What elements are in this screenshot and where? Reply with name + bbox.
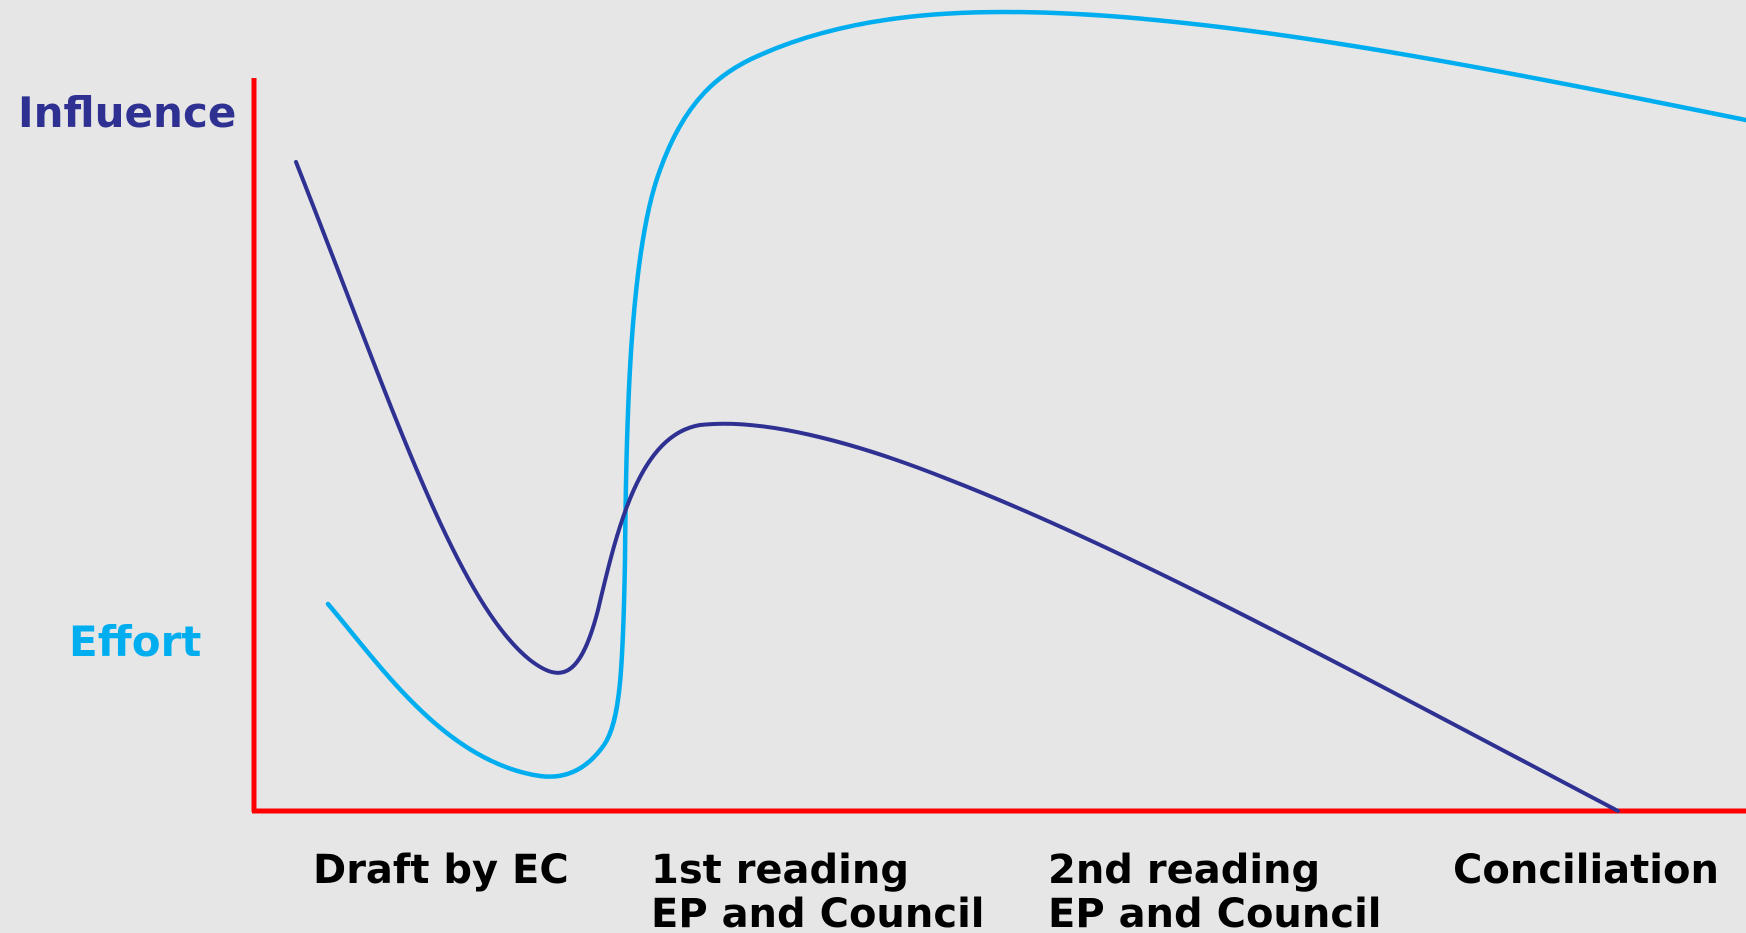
- effort-curve: [325, 9, 1746, 779]
- influence-label: Influence: [18, 88, 237, 137]
- stage-label-line1: Conciliation: [1453, 847, 1719, 893]
- stage-label-second-reading: 2nd reading EP and Council: [1048, 848, 1382, 933]
- stage-label-line1: Draft by EC: [313, 847, 569, 893]
- stage-label-first-reading: 1st reading EP and Council: [651, 848, 985, 933]
- stage-label-draft: Draft by EC: [313, 848, 569, 892]
- effort-label: Effort: [69, 617, 202, 666]
- stage-label-conciliation: Conciliation: [1453, 848, 1719, 892]
- influence-curve: [294, 160, 1620, 813]
- stage-label-line2: EP and Council: [1048, 891, 1382, 933]
- stage-label-line1: 1st reading: [651, 847, 909, 893]
- stage-label-line1: 2nd reading: [1048, 847, 1321, 893]
- stage-label-line2: EP and Council: [651, 891, 985, 933]
